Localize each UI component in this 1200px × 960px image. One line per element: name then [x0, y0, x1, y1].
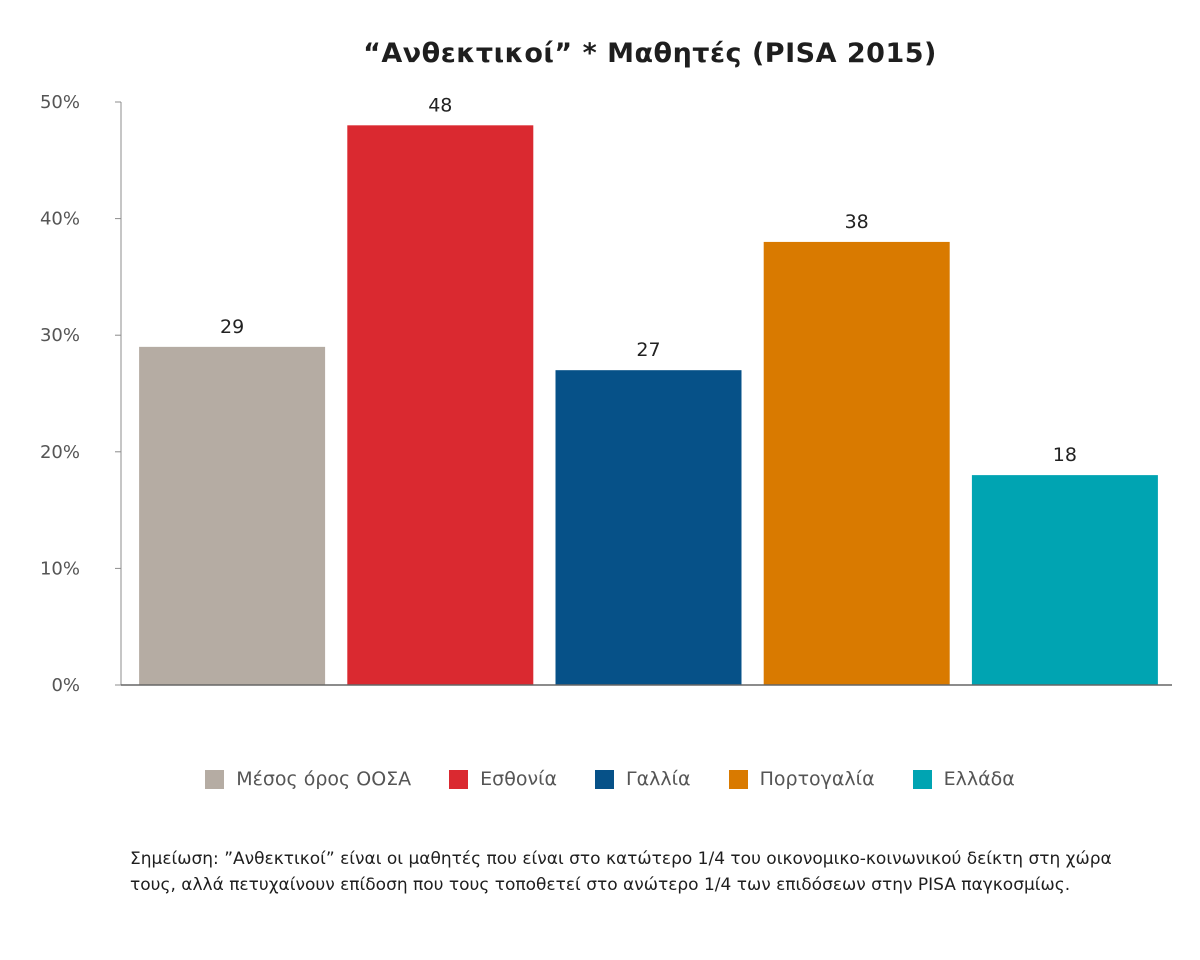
chart-footnote: Σημείωση: ”Ανθεκτικοί” είναι οι μαθητές … — [130, 849, 1112, 895]
bar — [971, 475, 1158, 685]
y-tick-label: 40% — [40, 209, 80, 230]
data-label: 29 — [220, 316, 244, 338]
y-tick-label: 50% — [40, 92, 80, 113]
legend-item-france: Γαλλία — [595, 768, 691, 790]
legend-item-portugal: Πορτογαλία — [728, 768, 875, 790]
legend-swatch — [205, 769, 225, 789]
y-tick-label: 0% — [51, 675, 80, 696]
legend-item-oecd: Μέσος όρος ΟΟΣΑ — [205, 768, 411, 790]
legend-swatch — [728, 769, 748, 789]
legend-item-greece: Ελλάδα — [912, 768, 1015, 790]
y-tick-label: 20% — [40, 442, 80, 463]
bar — [555, 370, 742, 685]
legend-swatch — [449, 769, 469, 789]
legend-label: Γαλλία — [626, 768, 691, 790]
chart-legend: Μέσος όρος ΟΟΣΑ Εσθονία Γαλλία Πορτογαλί… — [0, 768, 1200, 790]
legend-label: Μέσος όρος ΟΟΣΑ — [236, 768, 412, 790]
bar-chart: 0% 10% 20% 30% 40% 50% 29 48 27 38 18 — [40, 92, 1172, 696]
y-tick-label: 10% — [40, 558, 80, 579]
legend-swatch — [595, 769, 615, 789]
legend-label: Εσθονία — [480, 768, 558, 790]
data-label: 27 — [636, 339, 660, 361]
bar — [139, 346, 326, 685]
legend-label: Ελλάδα — [943, 768, 1015, 790]
data-label: 38 — [845, 211, 869, 233]
legend-label: Πορτογαλία — [759, 768, 875, 790]
legend-swatch — [912, 769, 932, 789]
bar — [763, 241, 950, 686]
bar — [347, 125, 534, 685]
data-label: 18 — [1053, 444, 1077, 466]
legend-item-estonia: Εσθονία — [449, 768, 557, 790]
data-label: 48 — [428, 94, 452, 116]
y-tick-label: 30% — [40, 325, 80, 346]
chart-title: “Ανθεκτικοί” * Μαθητές (PISA 2015) — [363, 38, 937, 69]
